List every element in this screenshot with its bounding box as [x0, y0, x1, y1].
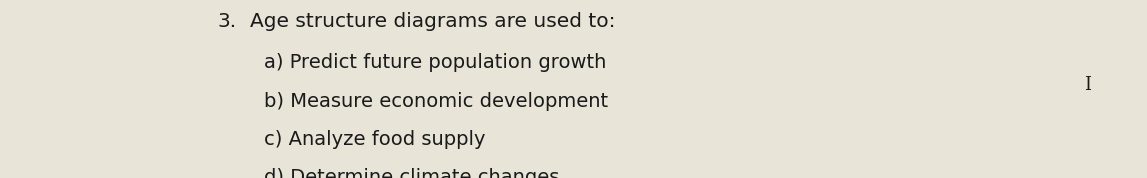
Text: I: I: [1084, 76, 1091, 95]
Text: 3.: 3.: [218, 12, 237, 32]
Text: b) Measure economic development: b) Measure economic development: [264, 92, 608, 111]
Text: d) Determine climate changes: d) Determine climate changes: [264, 168, 560, 178]
Text: c) Analyze food supply: c) Analyze food supply: [264, 130, 485, 149]
Text: Age structure diagrams are used to:: Age structure diagrams are used to:: [250, 12, 616, 32]
Text: a) Predict future population growth: a) Predict future population growth: [264, 53, 606, 72]
